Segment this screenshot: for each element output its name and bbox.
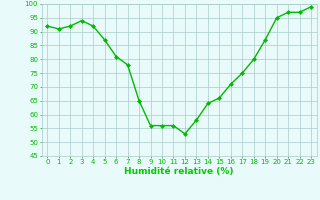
X-axis label: Humidité relative (%): Humidité relative (%) <box>124 167 234 176</box>
